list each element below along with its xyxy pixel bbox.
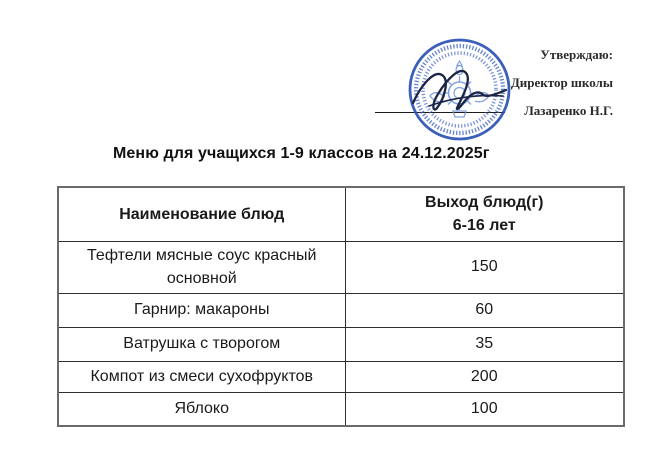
signature-icon: [411, 70, 508, 111]
col-header-weight: Выход блюд(г) 6-16 лет: [344, 186, 625, 242]
table-row: Яблоко 100: [57, 391, 625, 427]
stamp-inner-text-ring: [421, 51, 498, 128]
dish-cell: Компот из смеси сухофруктов: [57, 360, 346, 393]
dish-cell: Яблоко: [57, 391, 346, 427]
weight-cell: 150: [344, 240, 625, 294]
school-stamp-icon: [408, 38, 511, 141]
approval-line-director: Директор школы: [510, 75, 613, 90]
dish-cell: Тефтели мясные соус красный основной: [57, 240, 346, 294]
table-row: Тефтели мясные соус красный основной 150: [57, 240, 625, 294]
table-row: Компот из смеси сухофруктов 200: [57, 360, 625, 393]
approval-line-approve: Утверждаю:: [540, 47, 613, 62]
page-title: Меню для учащихся 1-9 классов на 24.12.2…: [113, 145, 490, 162]
weight-cell: 35: [344, 326, 625, 362]
table-row: Ватрушка с творогом 35: [57, 326, 625, 362]
weight-cell: 60: [344, 292, 625, 328]
approval-block: Утверждаю: Директор школы Лазаренко Н.Г.: [511, 41, 613, 125]
table-row: Гарнир: макароны 60: [57, 292, 625, 328]
stamp-seal-icon: [408, 38, 511, 141]
weight-cell: 100: [344, 391, 625, 427]
menu-table: Наименование блюд Выход блюд(г) 6-16 лет…: [57, 186, 625, 427]
approval-line-name: Лазаренко Н.Г.: [524, 103, 613, 118]
stamp-outer-text-ring: [413, 43, 506, 136]
dish-cell: Ватрушка с творогом: [57, 326, 346, 362]
dish-cell: Гарнир: макароны: [57, 292, 346, 328]
signature-line: [375, 112, 505, 113]
table-header-row: Наименование блюд Выход блюд(г) 6-16 лет: [57, 186, 625, 242]
weight-cell: 200: [344, 360, 625, 393]
col-header-dish: Наименование блюд: [57, 186, 346, 242]
